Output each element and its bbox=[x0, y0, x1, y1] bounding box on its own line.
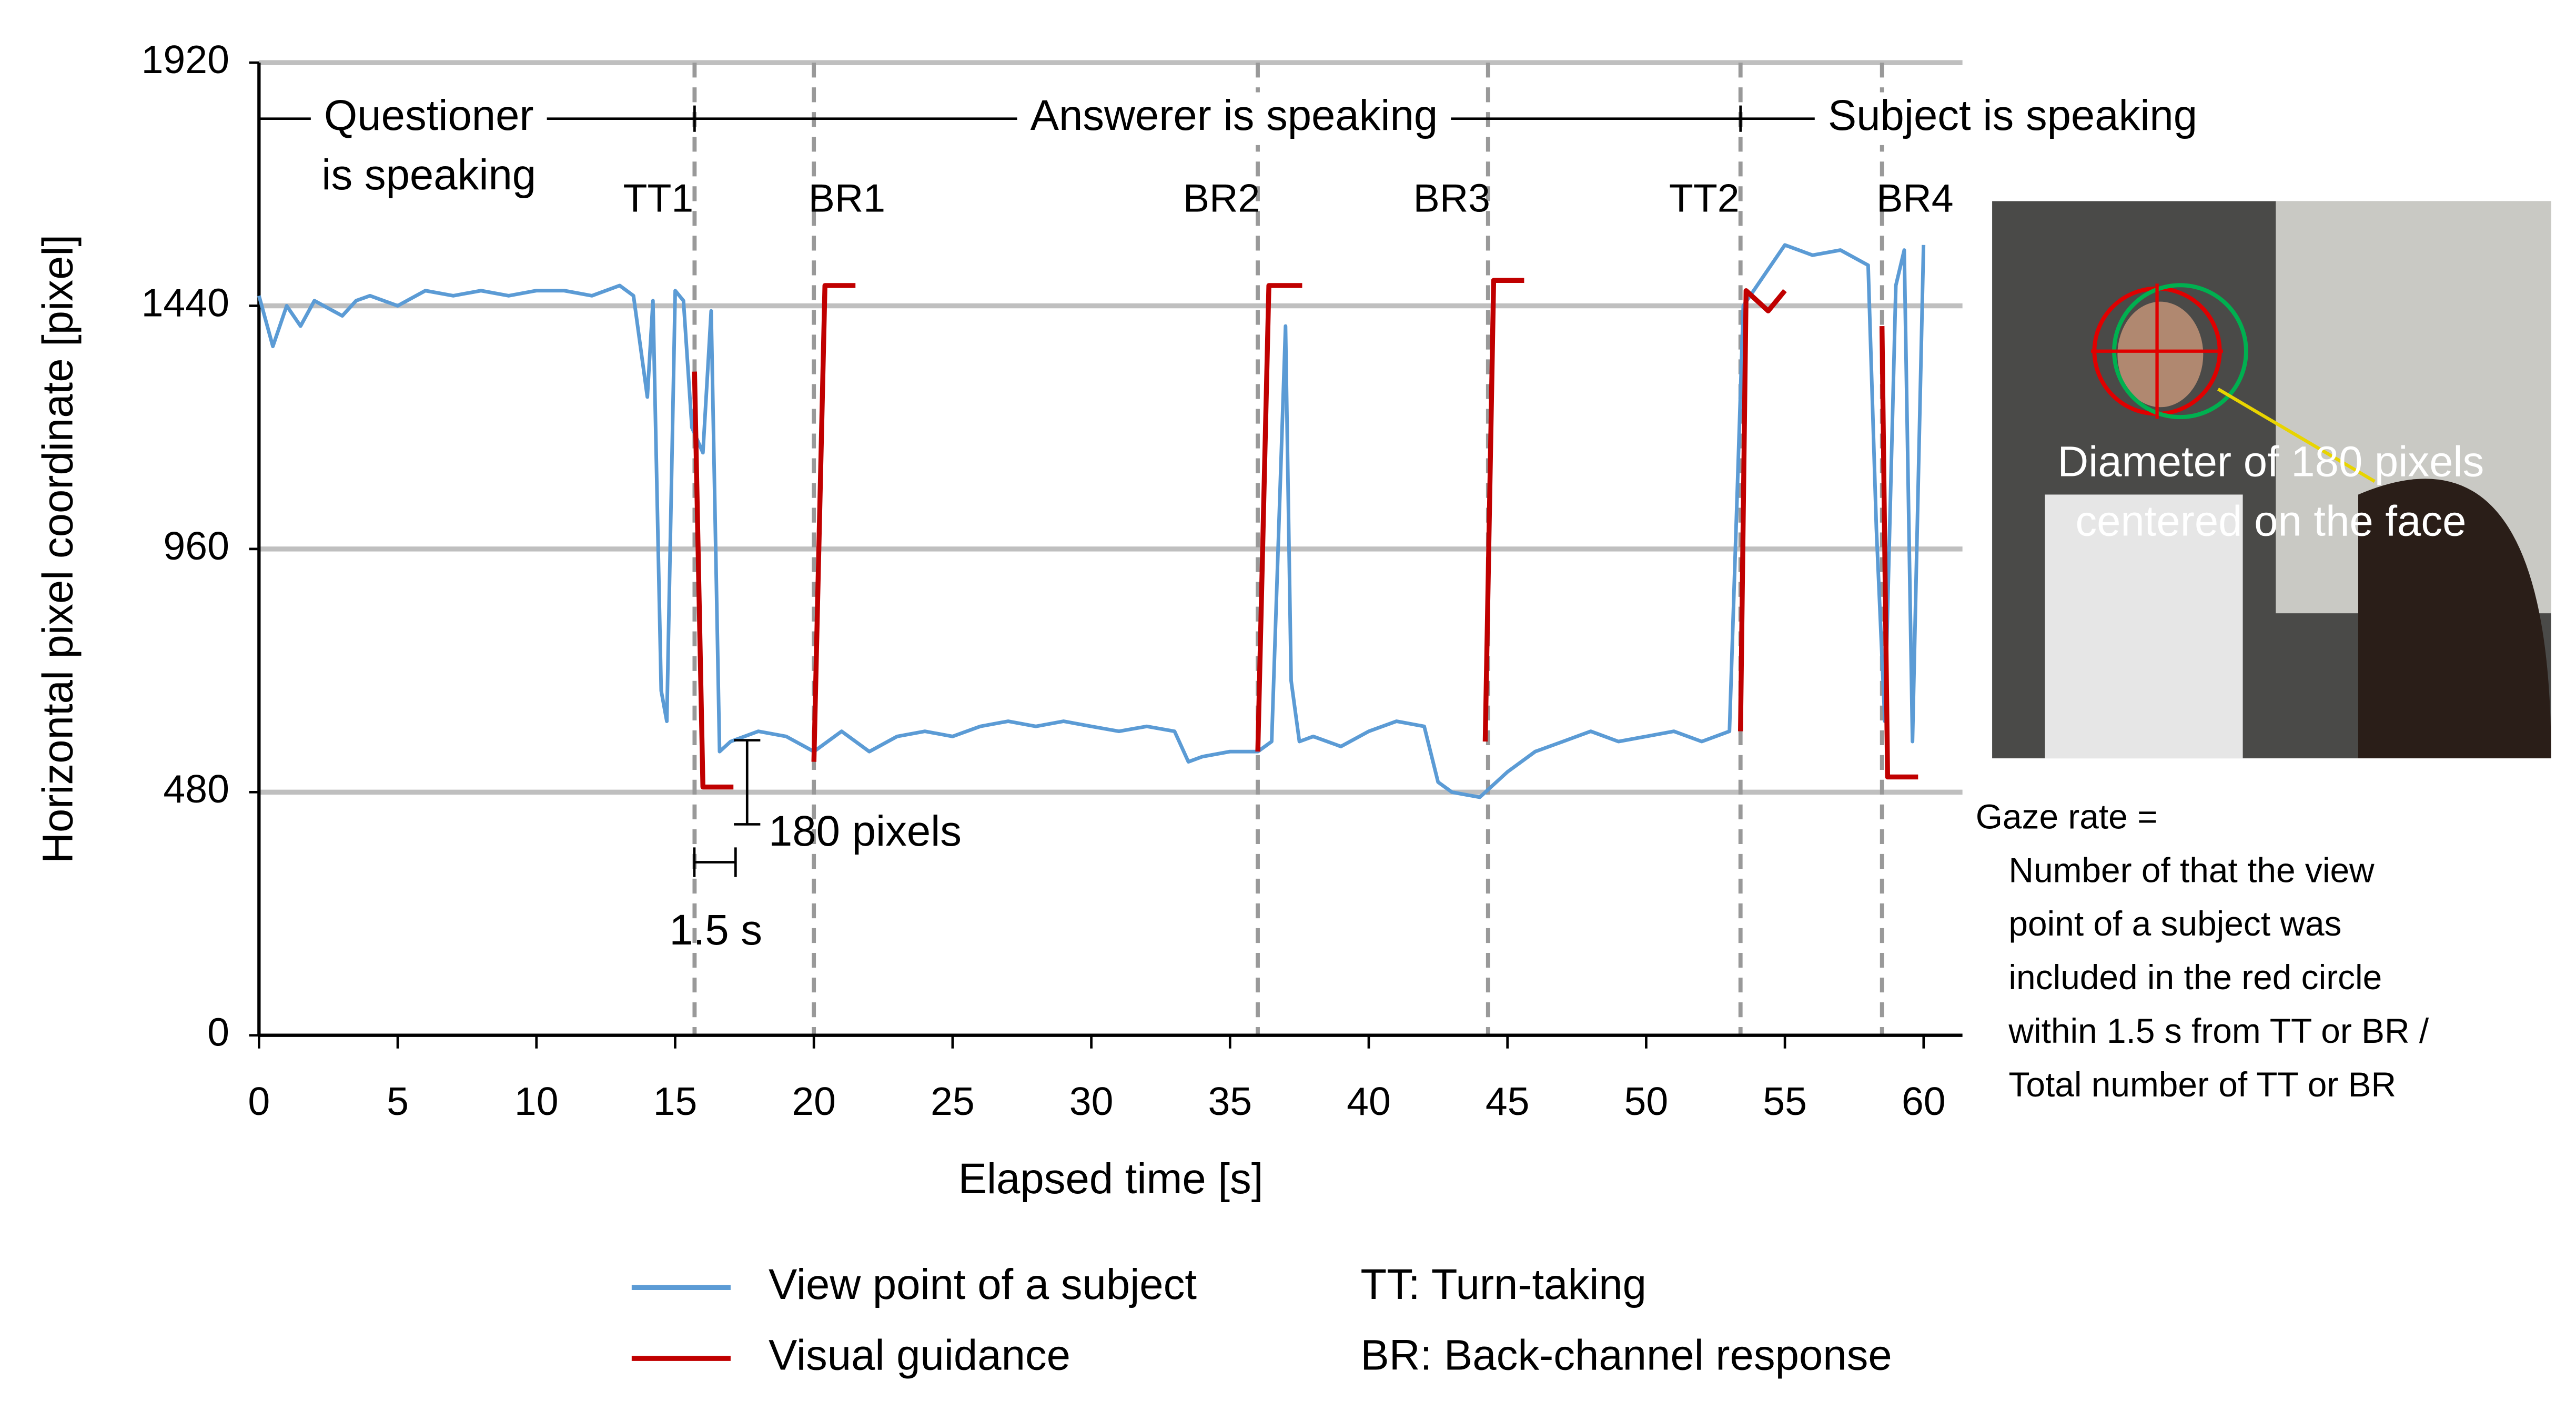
x-tick-label: 45 bbox=[1486, 1079, 1530, 1123]
x-tick-label: 25 bbox=[931, 1079, 975, 1123]
gaze-note: included in the red circle bbox=[2008, 958, 2382, 997]
series-line bbox=[1255, 283, 1302, 752]
photo-caption: Diameter of 180 pixels bbox=[2057, 438, 2484, 486]
event-label: BR2 bbox=[1183, 176, 1260, 220]
x-tick-label: 15 bbox=[653, 1079, 698, 1123]
series-line bbox=[692, 371, 734, 790]
series-line bbox=[1482, 278, 1524, 742]
series-line bbox=[811, 283, 856, 762]
event-label: BR4 bbox=[1876, 176, 1953, 220]
series-line bbox=[257, 243, 1926, 799]
event-label: TT1 bbox=[623, 176, 694, 220]
photo-hair bbox=[2358, 479, 2551, 759]
x-tick-label: 60 bbox=[1902, 1079, 1946, 1123]
event-label: TT2 bbox=[1669, 176, 1740, 220]
gaze-note: within 1.5 s from TT or BR / bbox=[2008, 1011, 2429, 1050]
phase-label: Answerer is speaking bbox=[1031, 92, 1438, 139]
event-label: BR3 bbox=[1413, 176, 1490, 220]
phase-label-bg bbox=[310, 92, 547, 145]
photo bbox=[1992, 201, 2551, 759]
x-tick-label: 50 bbox=[1624, 1079, 1669, 1123]
event-label: BR1 bbox=[809, 176, 885, 220]
y-tick-label: 960 bbox=[163, 524, 229, 568]
phase-label: Subject is speaking bbox=[1828, 92, 2197, 139]
x-tick-label: 55 bbox=[1763, 1079, 1807, 1123]
x-tick-label: 40 bbox=[1347, 1079, 1391, 1123]
phase-label: Questioner bbox=[324, 92, 534, 139]
scale-bar bbox=[734, 739, 761, 826]
legend-note: TT: Turn-taking bbox=[1360, 1261, 1646, 1308]
photo-face bbox=[2117, 301, 2204, 408]
phase-label-bg bbox=[1814, 92, 2211, 145]
x-tick-label: 5 bbox=[387, 1079, 409, 1123]
x-tick-label: 0 bbox=[248, 1079, 270, 1123]
annotation: 1.5 s bbox=[669, 906, 762, 954]
y-tick-label: 0 bbox=[207, 1010, 229, 1054]
gaze-note: Number of that the view bbox=[2008, 850, 2375, 889]
x-tick-label: 20 bbox=[792, 1079, 836, 1123]
y-tick-label: 1440 bbox=[142, 280, 229, 324]
y-axis-label: Horizontal pixel coordinate [pixel] bbox=[34, 235, 82, 864]
legend-note: BR: Back-channel response bbox=[1360, 1332, 1892, 1379]
photo-caption: centered on the face bbox=[2075, 497, 2466, 545]
x-tick-label: 35 bbox=[1208, 1079, 1252, 1123]
series-line bbox=[1879, 326, 1918, 780]
legend-label: View point of a subject bbox=[769, 1261, 1197, 1308]
series-line bbox=[1738, 288, 1787, 732]
x-tick-label: 30 bbox=[1069, 1079, 1114, 1123]
phase-label-bg bbox=[1017, 92, 1451, 145]
y-tick-label: 480 bbox=[163, 767, 229, 811]
x-tick-label: 10 bbox=[514, 1079, 559, 1123]
photo-coat bbox=[2045, 494, 2243, 759]
annotation: 180 pixels bbox=[769, 807, 962, 855]
gaze-note: Gaze rate = bbox=[1976, 797, 2158, 836]
pointer-line bbox=[2217, 388, 2376, 483]
x-axis-label: Elapsed time [s] bbox=[958, 1155, 1264, 1203]
legend-label: Visual guidance bbox=[769, 1332, 1070, 1379]
y-tick-label: 1920 bbox=[142, 37, 229, 82]
scale-bar bbox=[693, 847, 737, 877]
phase-label: is speaking bbox=[321, 151, 536, 199]
gaze-note: point of a subject was bbox=[2008, 904, 2341, 943]
gaze-note: Total number of TT or BR bbox=[2008, 1065, 2396, 1104]
